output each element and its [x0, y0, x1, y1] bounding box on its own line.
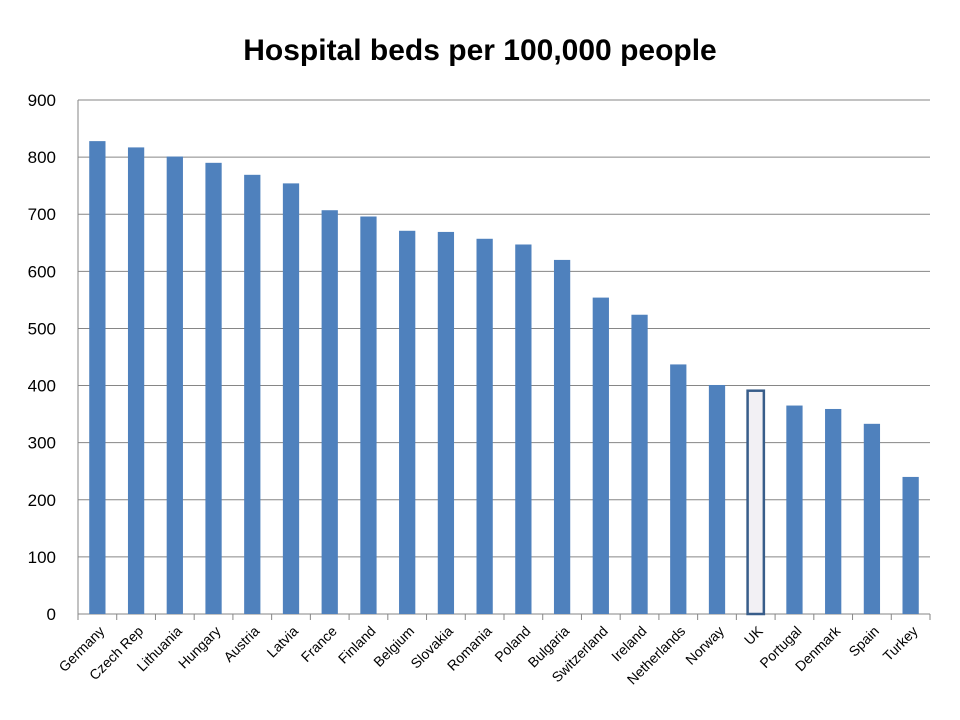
bar-bulgaria — [553, 259, 571, 614]
x-tick-label: UK — [741, 622, 767, 648]
bar-slovakia — [437, 231, 455, 614]
y-tick-label: 600 — [28, 262, 56, 281]
bar-lithuania — [166, 156, 183, 615]
bar-austria — [244, 174, 261, 614]
x-tick-label: Latvia — [263, 623, 301, 661]
bar-spain — [863, 423, 881, 614]
bar-latvia — [282, 183, 300, 615]
y-tick-label: 100 — [28, 548, 56, 567]
chart-title: Hospital beds per 100,000 people — [243, 34, 717, 67]
bar-germany — [89, 141, 106, 614]
y-tick-label: 700 — [28, 205, 56, 224]
bar-romania — [476, 238, 493, 614]
x-tick-label: Norway — [682, 623, 727, 668]
y-tick-label: 300 — [28, 434, 56, 453]
y-axis-ticks: 0 100 200 300 400 500 600 700 800 900 — [28, 91, 56, 624]
bar-belgium — [399, 230, 416, 615]
x-tick-label: Turkey — [880, 623, 921, 664]
bar-hungary — [205, 162, 222, 615]
bar-denmark — [825, 408, 842, 614]
bar-portugal — [786, 405, 803, 614]
bar-ireland — [631, 314, 648, 614]
bar-finland — [360, 216, 377, 615]
y-tick-label: 900 — [28, 91, 56, 110]
bars — [89, 141, 919, 616]
bar-uk — [746, 389, 766, 616]
bar-norway — [708, 384, 726, 614]
bar-switzerland — [592, 297, 609, 614]
bar-poland — [515, 244, 532, 615]
y-tick-label: 0 — [47, 605, 56, 624]
x-tick-label: Austria — [220, 623, 262, 665]
x-tick-label: Hungary — [175, 623, 224, 672]
bar-france — [321, 210, 338, 615]
y-tick-label: 800 — [28, 148, 56, 167]
y-tick-label: 200 — [28, 491, 56, 510]
x-tick-label: France — [298, 623, 340, 665]
bar-czech-rep — [127, 147, 145, 614]
bar-turkey — [902, 476, 919, 614]
y-tick-label: 500 — [28, 319, 56, 338]
x-tick-label: Spain — [845, 623, 882, 660]
bar-netherlands — [670, 364, 687, 614]
y-tick-label: 400 — [28, 377, 56, 396]
